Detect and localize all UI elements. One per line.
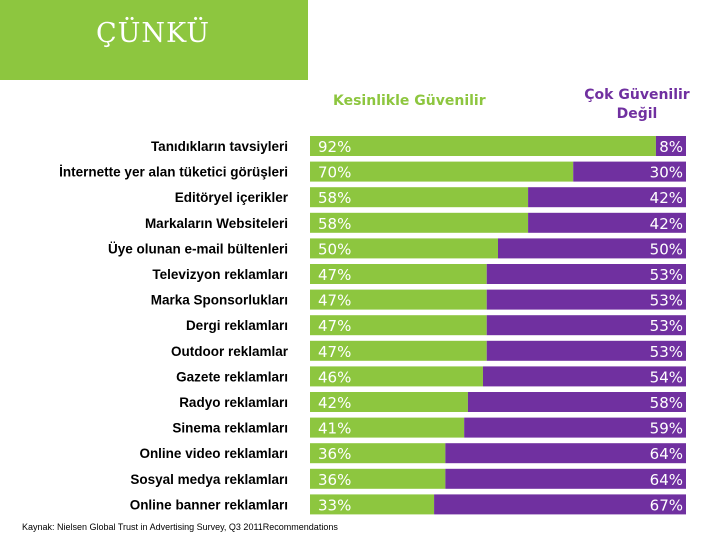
value-label-trusted-marka-sponsorluklari: 47% [318, 292, 351, 310]
value-label-not-trusted-markalarin-websiteleri: 42% [650, 215, 683, 233]
legend-label-not-trusted-line1: Çok Güvenilir [584, 87, 690, 103]
bar-trusted-outdoor-reklamlar [310, 340, 487, 361]
bar-not-trusted-marka-sponsorluklari [486, 289, 686, 310]
category-label-dergi-reklamlari: Dergi reklamları [186, 318, 288, 333]
title-banner: ÇÜNKÜ [0, 0, 308, 80]
legend-label-not-trusted: Çok Güvenilir Değil [578, 86, 696, 124]
bar-not-trusted-online-video-reklamlari [445, 443, 686, 464]
value-label-trusted-online-video-reklamlari: 36% [318, 445, 351, 463]
category-label-televizyon-reklamlari: Televizyon reklamları [152, 267, 288, 282]
category-label-tanidiklarin-tavsiyleri: Tanıdıkların tavsiyleri [151, 139, 288, 154]
bar-not-trusted-gazete-reklamlari [482, 366, 686, 387]
value-label-trusted-gazete-reklamlari: 46% [318, 368, 351, 386]
value-label-not-trusted-sinema-reklamlari: 59% [650, 420, 683, 438]
bar-not-trusted-televizyon-reklamlari [486, 264, 686, 284]
category-label-radyo-reklamlari: Radyo reklamları [179, 395, 288, 410]
category-label-editoryel-icerikler: Editöryel içerikler [175, 190, 289, 205]
bar-not-trusted-radyo-reklamlari [467, 392, 686, 412]
value-label-not-trusted-internette-yer-alan-tuketici-gorusleri: 30% [650, 164, 683, 182]
category-label-uye-olunan-e-mail-bultenleri: Üye olunan e-mail bültenleri [108, 241, 288, 256]
bar-not-trusted-internette-yer-alan-tuketici-gorusleri [573, 161, 686, 182]
value-label-trusted-markalarin-websiteleri: 58% [318, 215, 351, 233]
category-label-gazete-reklamlari: Gazete reklamları [176, 369, 288, 384]
value-label-trusted-dergi-reklamlari: 47% [318, 317, 351, 335]
bar-not-trusted-outdoor-reklamlar [486, 340, 686, 361]
value-label-not-trusted-sosyal-medya-reklamlari: 64% [650, 471, 683, 489]
category-label-internette-yer-alan-tuketici-gorusleri: İnternette yer alan tüketici görüşleri [59, 165, 288, 180]
bar-trusted-radyo-reklamlari [310, 392, 468, 412]
bar-not-trusted-markalarin-websiteleri [528, 212, 686, 233]
bar-trusted-online-banner-reklamlari [310, 494, 435, 515]
bar-trusted-markalarin-websiteleri [310, 212, 529, 233]
page-title: ÇÜNKÜ [96, 18, 211, 49]
category-label-online-video-reklamlari: Online video reklamları [139, 446, 288, 461]
bar-trusted-internette-yer-alan-tuketici-gorusleri [310, 161, 574, 182]
value-label-trusted-editoryel-icerikler: 58% [318, 189, 351, 207]
bar-not-trusted-editoryel-icerikler [528, 187, 686, 208]
value-label-trusted-outdoor-reklamlar: 47% [318, 343, 351, 361]
value-label-trusted-sosyal-medya-reklamlari: 36% [318, 471, 351, 489]
value-label-trusted-sinema-reklamlari: 41% [318, 420, 351, 438]
value-label-not-trusted-televizyon-reklamlari: 53% [650, 266, 683, 284]
category-label-outdoor-reklamlar: Outdoor reklamlar [171, 344, 289, 359]
value-label-not-trusted-editoryel-icerikler: 42% [650, 189, 683, 207]
bar-trusted-marka-sponsorluklari [310, 289, 487, 310]
value-label-not-trusted-online-banner-reklamlari: 67% [650, 496, 683, 514]
bar-trusted-tanidiklarin-tavsiyleri [310, 136, 656, 156]
bar-trusted-sosyal-medya-reklamlari [310, 468, 446, 489]
bar-not-trusted-online-banner-reklamlari [434, 494, 686, 515]
value-label-trusted-televizyon-reklamlari: 47% [318, 266, 351, 284]
value-label-not-trusted-radyo-reklamlari: 58% [650, 394, 683, 412]
bar-not-trusted-dergi-reklamlari [486, 315, 686, 336]
category-label-markalarin-websiteleri: Markaların Websiteleri [145, 216, 288, 231]
value-label-not-trusted-online-video-reklamlari: 64% [650, 445, 683, 463]
category-label-sinema-reklamlari: Sinema reklamları [172, 421, 288, 436]
value-label-not-trusted-tanidiklarin-tavsiyleri: 8% [659, 138, 683, 156]
bar-trusted-sinema-reklamlari [310, 417, 465, 438]
bar-not-trusted-sinema-reklamlari [464, 417, 686, 438]
bar-trusted-gazete-reklamlari [310, 366, 483, 387]
source-note: Kaynak: Nielsen Global Trust in Advertis… [22, 522, 338, 532]
bar-trusted-editoryel-icerikler [310, 187, 529, 208]
value-label-not-trusted-marka-sponsorluklari: 53% [650, 292, 683, 310]
value-label-not-trusted-dergi-reklamlari: 53% [650, 317, 683, 335]
category-label-sosyal-medya-reklamlari: Sosyal medya reklamları [130, 472, 288, 487]
bar-trusted-online-video-reklamlari [310, 443, 446, 464]
bar-not-trusted-tanidiklarin-tavsiyleri [655, 136, 686, 156]
value-label-trusted-online-banner-reklamlari: 33% [318, 496, 351, 514]
bar-trusted-televizyon-reklamlari [310, 264, 487, 284]
bar-not-trusted-sosyal-medya-reklamlari [445, 468, 686, 489]
value-label-not-trusted-gazete-reklamlari: 54% [650, 368, 683, 386]
value-label-trusted-internette-yer-alan-tuketici-gorusleri: 70% [318, 164, 351, 182]
bar-not-trusted-uye-olunan-e-mail-bultenleri [498, 238, 686, 259]
value-label-trusted-radyo-reklamlari: 42% [318, 394, 351, 412]
legend-label-not-trusted-line2: Değil [616, 106, 658, 122]
category-label-online-banner-reklamlari: Online banner reklamları [130, 497, 288, 512]
value-label-trusted-tanidiklarin-tavsiyleri: 92% [318, 138, 351, 156]
value-label-not-trusted-uye-olunan-e-mail-bultenleri: 50% [650, 240, 683, 258]
bar-trusted-dergi-reklamlari [310, 315, 487, 336]
category-label-marka-sponsorluklari: Marka Sponsorlukları [151, 293, 288, 308]
legend-label-trusted: Kesinlikle Güvenilir [333, 93, 486, 109]
value-label-not-trusted-outdoor-reklamlar: 53% [650, 343, 683, 361]
bar-trusted-uye-olunan-e-mail-bultenleri [310, 238, 498, 259]
value-label-trusted-uye-olunan-e-mail-bultenleri: 50% [318, 240, 351, 258]
